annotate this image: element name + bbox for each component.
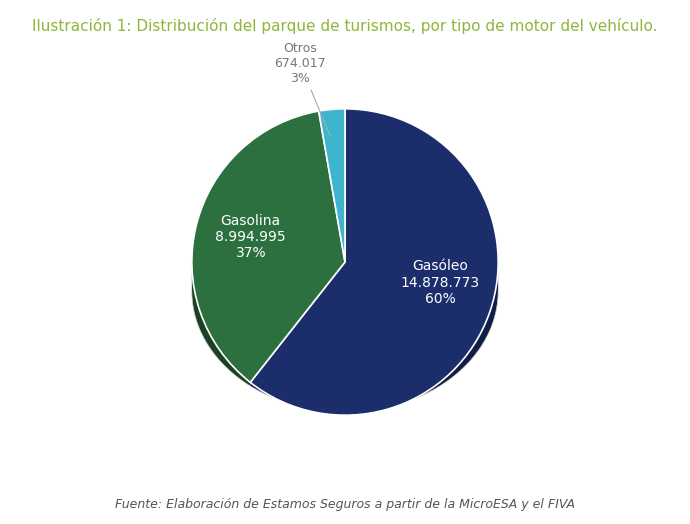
- Wedge shape: [319, 109, 345, 262]
- Text: Otros
674.017
3%: Otros 674.017 3%: [274, 41, 331, 137]
- Polygon shape: [192, 263, 250, 386]
- Text: Ilustración 1: Distribución del parque de turismos, por tipo de motor del vehícu: Ilustración 1: Distribución del parque d…: [32, 18, 658, 35]
- Polygon shape: [250, 259, 498, 412]
- Text: Fuente: Elaboración de Estamos Seguros a partir de la MicroESA y el FIVA: Fuente: Elaboración de Estamos Seguros a…: [115, 498, 575, 511]
- Wedge shape: [250, 109, 498, 415]
- Wedge shape: [192, 111, 345, 383]
- Text: Gasolina
8.994.995
37%: Gasolina 8.994.995 37%: [215, 214, 286, 260]
- Text: Gasóleo
14.878.773
60%: Gasóleo 14.878.773 60%: [400, 259, 480, 305]
